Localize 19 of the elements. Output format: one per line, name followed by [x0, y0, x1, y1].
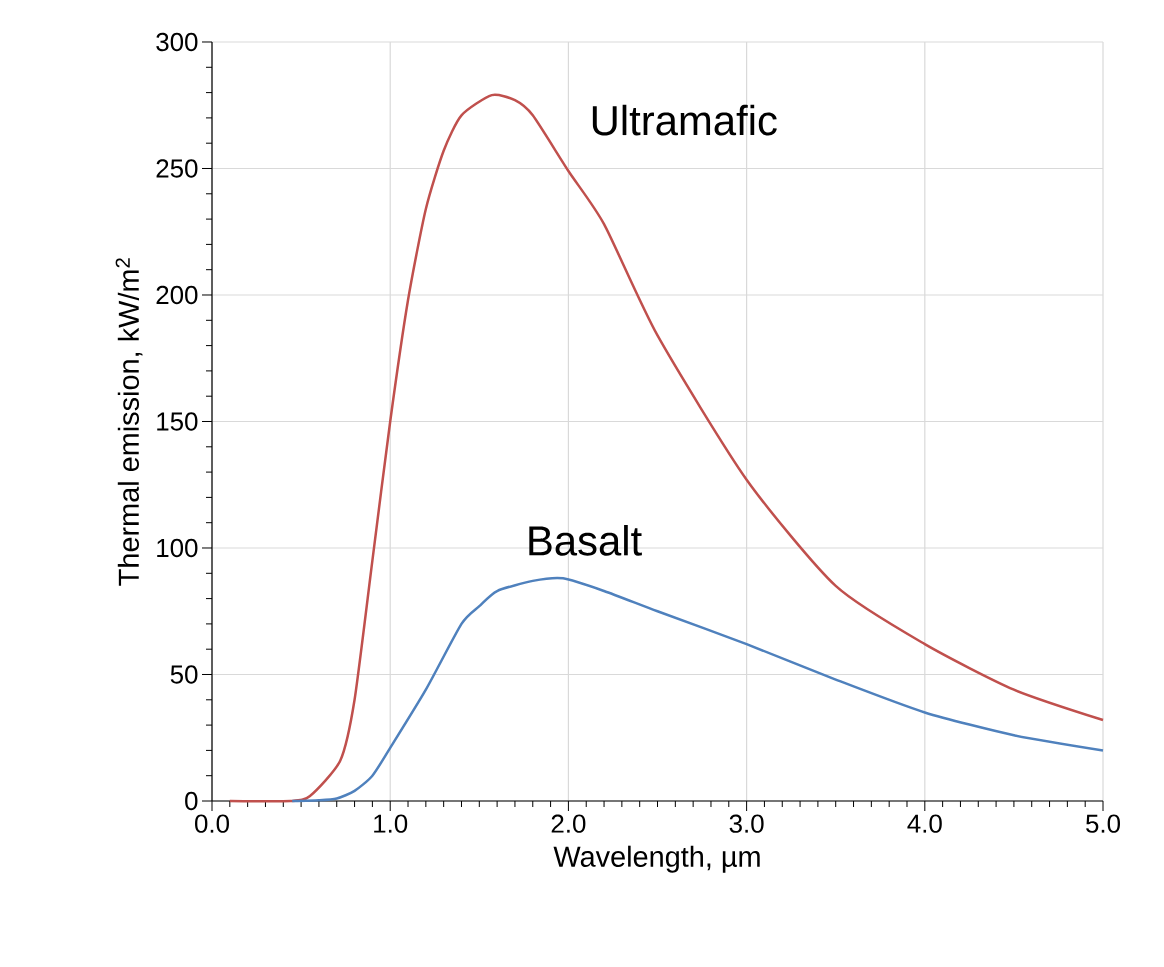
x-tick-label: 2.0 [551, 814, 586, 833]
x-tick-label: 5.0 [1086, 814, 1120, 833]
y-tick-label: 300 [156, 32, 198, 52]
series-label: Ultramafic [592, 104, 777, 136]
x-tick-label: 0.0 [195, 814, 229, 833]
line-series [228, 93, 1105, 803]
x-tick-label: 3.0 [729, 814, 764, 833]
line-series [290, 577, 1105, 803]
y-tick-label: 100 [157, 538, 198, 558]
x-tick-label: 1.0 [374, 814, 408, 833]
series-label: Basalt [529, 524, 642, 556]
y-tick-label: 200 [156, 285, 198, 305]
y-tick-label: 0 [185, 791, 198, 811]
y-tick-label: 50 [170, 665, 198, 684]
y-tick-label: 150 [157, 412, 198, 431]
x-axis-title: Wavelength, µm [553, 845, 760, 873]
y-axis-title: Thermal emission, kW/m$^{2}$ [115, 258, 143, 586]
y-tick-label: 250 [156, 159, 198, 178]
x-tick-label: 4.0 [907, 814, 942, 833]
